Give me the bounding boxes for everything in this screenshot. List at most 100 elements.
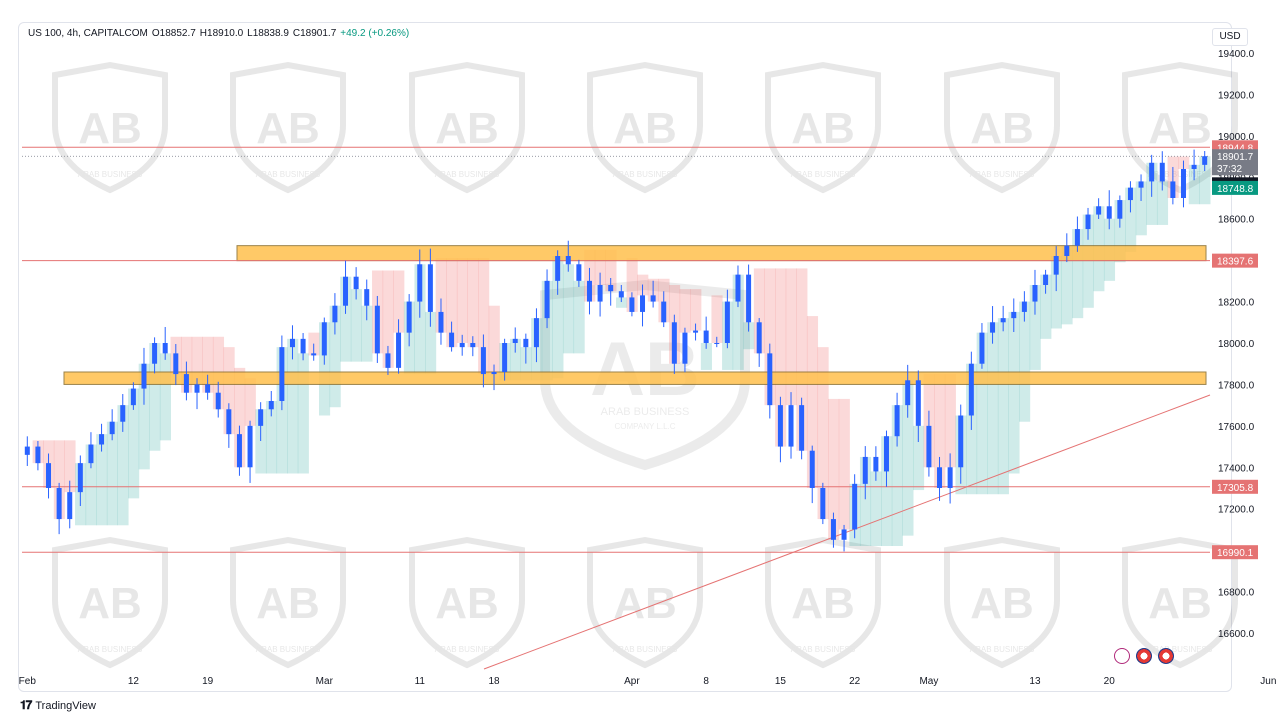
y-tick-label: 17200.0 (1218, 505, 1255, 516)
cloud-segment (520, 347, 532, 381)
candle-body (926, 425, 932, 468)
candle-body (162, 343, 168, 354)
x-tick-label: 15 (775, 676, 787, 687)
legend-close: C18901.7 (292, 28, 337, 39)
candle-body (958, 415, 964, 468)
candle-body (979, 332, 985, 364)
level-price-tag (1212, 253, 1258, 268)
candle-body (130, 388, 136, 406)
watermark-monogram: AB (970, 104, 1034, 153)
cloud-segment (679, 289, 691, 333)
cloud-segment (329, 305, 341, 408)
cloud-segment (244, 378, 256, 426)
cloud-segment (1061, 245, 1073, 325)
candle-body (152, 343, 158, 364)
shield-outline (1122, 61, 1238, 194)
cloud-segment (997, 318, 1009, 495)
indicator-icons (1114, 648, 1174, 664)
watermark-shield-icon: AB ARAB BUSINESS (1122, 536, 1238, 669)
y-tick-label: 16800.0 (1218, 588, 1255, 599)
cloud-segment (891, 405, 903, 546)
x-tick-label: 19 (202, 676, 214, 687)
footer-brand[interactable]: TradingView (35, 699, 96, 712)
cloud-segment (478, 258, 490, 375)
level-price-label: 17305.8 (1217, 483, 1254, 494)
candle-body (777, 405, 783, 447)
currency-selector[interactable]: USD (1212, 28, 1248, 46)
candle-body (629, 297, 635, 312)
candle-body (427, 264, 433, 312)
candle-body (618, 291, 624, 298)
candle-body (968, 363, 974, 416)
price-tag-label: 18901.7 (1217, 152, 1254, 163)
cloud-segment (1156, 181, 1169, 225)
cloud-segment (128, 388, 140, 499)
legend-high: H18910.0 (199, 28, 244, 39)
candle-body (1106, 206, 1112, 219)
candle-body (693, 330, 699, 333)
cloud-segment (1072, 229, 1084, 319)
candle-body (862, 456, 868, 484)
chart-frame (18, 22, 1232, 692)
candle-body (586, 280, 592, 302)
candle-body (1000, 318, 1006, 323)
cloud-segment (350, 289, 362, 362)
candle-body (247, 425, 253, 468)
cloud-segment (1114, 200, 1126, 263)
candle-body (841, 529, 847, 540)
watermark-text: ARAB BUSINESS (613, 170, 677, 179)
watermark-shield-icon: AB ARAB BUSINESS (409, 61, 525, 194)
candle-body (1170, 181, 1176, 198)
cloud-segment (690, 289, 702, 331)
cloud-segment (711, 295, 723, 343)
x-tick-label: 18 (488, 676, 500, 687)
candle-body (449, 332, 455, 348)
cloud-segment (223, 347, 235, 435)
cloud-segment (467, 258, 479, 348)
cloud-segment (117, 405, 129, 526)
us-flag-icon-2[interactable] (1158, 648, 1174, 664)
level-price-label: 16990.1 (1217, 548, 1254, 559)
cloud-segment (1125, 187, 1137, 252)
y-tick-label: 17600.0 (1218, 422, 1255, 433)
candle-body (724, 301, 730, 343)
cloud-segment (340, 276, 352, 362)
legend-symbol[interactable]: US 100, 4h, CAPITALCOM (28, 28, 148, 39)
cloud-segment (796, 268, 808, 451)
candle-body (406, 301, 412, 333)
watermark-monogram: AB (78, 104, 142, 153)
watermark-text: ARAB BUSINESS (1148, 170, 1212, 179)
cloud-segment (53, 440, 65, 520)
x-tick-label: 8 (703, 676, 709, 687)
candle-body (1159, 162, 1165, 182)
shield-outline (52, 61, 168, 194)
lightning-icon[interactable] (1114, 648, 1130, 664)
watermark-monogram: AB (970, 579, 1034, 628)
watermark-shield-icon: AB ARAB BUSINESS (765, 536, 881, 669)
candle-body (1202, 156, 1208, 165)
candle-body (236, 434, 242, 468)
level-price-tag (1212, 545, 1258, 560)
y-tick-label: 18200.0 (1218, 298, 1255, 309)
candle-body (459, 343, 465, 348)
candle-body (268, 401, 274, 410)
us-flag-icon[interactable] (1136, 648, 1152, 664)
watermark-text: ARAB BUSINESS (791, 645, 855, 654)
y-tick-label: 16600.0 (1218, 629, 1255, 640)
cloud-segment (382, 270, 394, 368)
watermark-monogram: AB (613, 104, 677, 153)
cloud-segment (934, 374, 946, 488)
candle-body (173, 353, 179, 375)
shield-outline (944, 536, 1060, 669)
candle-body (502, 343, 508, 372)
level-price-label: 18944.8 (1217, 143, 1254, 154)
candle-body (1138, 181, 1144, 188)
cloud-segment (265, 401, 278, 474)
candle-body (799, 405, 805, 451)
shield-outline (230, 61, 346, 194)
candle-body (714, 343, 720, 344)
candle-body (77, 463, 83, 493)
x-tick-label: 11 (415, 676, 426, 687)
